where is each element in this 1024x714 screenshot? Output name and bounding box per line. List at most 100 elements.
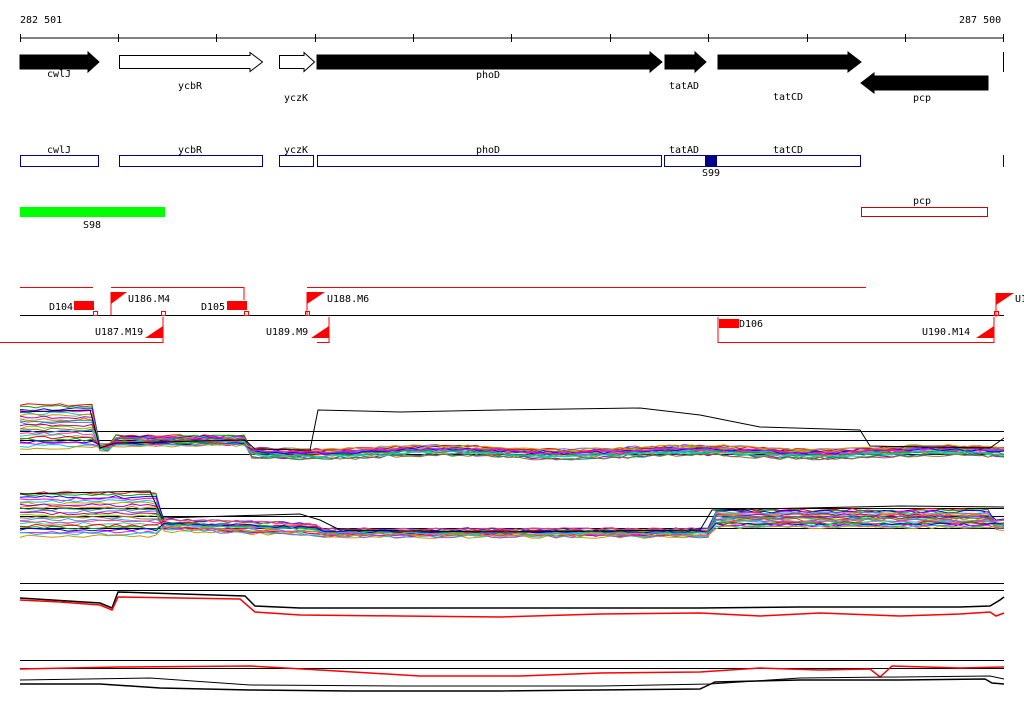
gene-box-track: cwlJ ycbR yczK phoD tatAD tatCD S99 — [20, 145, 1004, 179]
gene-box-label: ycbR — [178, 145, 203, 156]
feature-bar — [861, 207, 988, 217]
segment-flag — [311, 326, 329, 338]
gene-cwlJ[interactable]: cwlJ — [19, 50, 100, 80]
profile-line-black — [19, 407, 1005, 451]
gene-box-label: tatCD — [773, 145, 803, 156]
segment-label: D104 — [49, 302, 73, 313]
expression-track-1 — [19, 403, 1005, 461]
expression-track-4 — [19, 660, 1005, 692]
gene-label: phoD — [476, 70, 500, 81]
gene-label: pcp — [913, 93, 931, 104]
gene-box-cwlJ[interactable]: cwlJ — [20, 145, 99, 167]
profile-line — [19, 437, 1005, 458]
feature-S99[interactable]: S99 — [702, 155, 720, 179]
gene-box — [664, 155, 706, 167]
segment-D106[interactable]: D106 — [719, 319, 763, 330]
gene-arrow — [119, 51, 264, 73]
gene-box-ycbR[interactable]: ycbR — [119, 145, 263, 167]
gene-box-yczK[interactable]: yczK — [279, 145, 314, 167]
feature-label: S99 — [702, 168, 720, 179]
segment-U1[interactable]: U1 — [996, 293, 1024, 305]
gene-label: ycbR — [178, 81, 203, 92]
segment-flag — [307, 292, 325, 304]
segment-U186-M4[interactable]: U186.M4 — [110, 292, 170, 315]
segment-flag — [145, 326, 163, 338]
segment-D105[interactable]: D105 — [201, 301, 247, 313]
segment-label: U187.M19 — [95, 327, 143, 338]
gene-pcp[interactable]: pcp — [860, 71, 989, 104]
profile-lines — [19, 403, 1005, 461]
segment-label: U186.M4 — [128, 294, 170, 305]
segment-flag — [996, 293, 1014, 305]
segment-U189-M9[interactable]: U189.M9 — [266, 326, 329, 338]
segment-track: D104 U186.M4 D105 U188.M6 U1 U187.M19 U1… — [0, 287, 1024, 343]
profile-line — [19, 413, 1005, 454]
ruler-start-label: 282 501 — [20, 15, 62, 26]
feature-bar — [20, 207, 165, 217]
gene-ycbR[interactable]: ycbR — [119, 51, 264, 93]
gene-phoD[interactable]: phoD — [316, 50, 663, 81]
profile-lines — [19, 490, 1005, 539]
gene-box-label: phoD — [476, 145, 500, 156]
feature-box — [705, 155, 717, 167]
feature-label: S98 — [83, 220, 101, 231]
ruler-end-label: 287 500 — [959, 15, 1001, 26]
gene-box-label: tatAD — [669, 145, 699, 156]
profile-line-black — [20, 678, 1005, 692]
gene-arrow — [316, 50, 663, 74]
gene-box-tatCD[interactable]: tatCD — [705, 145, 861, 167]
gene-box — [119, 155, 263, 167]
gene-arrow — [19, 50, 100, 74]
segment-label: U189.M9 — [266, 327, 308, 338]
gene-tatAD[interactable]: tatAD — [664, 50, 707, 92]
segment-U187-M19[interactable]: U187.M19 — [95, 326, 163, 338]
gene-yczK[interactable]: yczK — [279, 51, 316, 105]
expression-track-2 — [19, 490, 1005, 539]
segment-U190-M14[interactable]: U190.M14 — [922, 326, 994, 338]
segment-label: U190.M14 — [922, 327, 970, 338]
segment-marker — [719, 319, 739, 328]
gene-label: yczK — [284, 93, 308, 104]
gene-box-label: cwlJ — [47, 145, 71, 156]
profile-line-black — [19, 675, 1005, 687]
gene-box — [705, 155, 861, 167]
profile-line — [19, 443, 1005, 452]
profile-line-black — [19, 591, 1005, 609]
segment-label: U188.M6 — [327, 294, 369, 305]
gene-box-tatAD[interactable]: tatAD — [664, 145, 706, 167]
profile-line — [19, 427, 1005, 461]
segment-D104[interactable]: D104 — [49, 301, 94, 313]
gene-label: cwlJ — [47, 69, 71, 80]
gene-label: tatCD — [773, 92, 803, 103]
profile-line-black — [19, 490, 1005, 533]
profile-line-red — [19, 665, 1005, 678]
gene-tatCD[interactable]: tatCD — [717, 50, 862, 103]
feature-pcp[interactable]: pcp — [861, 196, 988, 217]
feature-S98[interactable]: S98 — [20, 207, 165, 231]
segment-U188-M6[interactable]: U188.M6 — [306, 292, 369, 315]
gene-box — [317, 155, 662, 167]
gene-arrow — [717, 50, 862, 74]
segment-marker — [227, 301, 247, 310]
gene-arrow — [279, 51, 316, 73]
gene-box-phoD[interactable]: phoD — [317, 145, 662, 167]
segment-flag — [111, 292, 127, 304]
segment-flag — [976, 326, 994, 338]
gene-box-label: yczK — [284, 145, 308, 156]
segment-label: D106 — [739, 319, 763, 330]
profile-line — [19, 525, 1005, 538]
profile-line — [19, 523, 1005, 536]
feature-track: S98 pcp — [20, 196, 988, 231]
segment-marker — [74, 301, 94, 310]
gene-box — [279, 155, 314, 167]
ruler-ticks — [20, 34, 1004, 42]
feature-label: pcp — [913, 196, 931, 207]
expression-track-3 — [19, 583, 1005, 618]
gene-arrow — [664, 50, 707, 74]
gene-arrow — [860, 71, 989, 95]
segment-label: D105 — [201, 302, 225, 313]
coordinate-ruler: 282 501 287 500 — [20, 15, 1004, 42]
gene-label: tatAD — [669, 81, 699, 92]
segment-label: U1 — [1015, 294, 1024, 305]
